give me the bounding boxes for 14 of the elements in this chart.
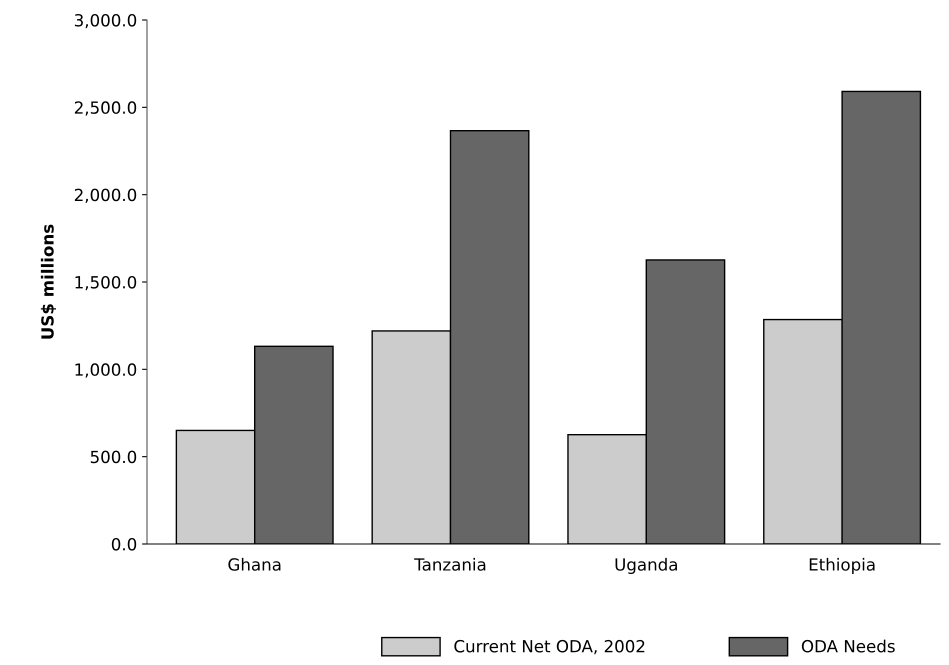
y-tick-label: 1,500.0: [75, 276, 136, 290]
y-tick-label: 500.0: [90, 450, 136, 464]
legend-label: Current Net ODA, 2002: [454, 640, 644, 654]
x-tick-label: Ghana: [228, 558, 280, 571]
y-tick-label: 3,000.0: [74, 14, 136, 28]
y-tick-label: 2,000.0: [74, 188, 136, 203]
legend-label: ODA Needs: [802, 640, 895, 653]
x-tick-label: Tanzania: [414, 558, 486, 571]
y-tick-label: 0.0: [112, 538, 136, 551]
y-tick-label: 2,500.0: [74, 101, 136, 116]
x-tick-label: Ethiopia: [810, 558, 875, 574]
y-tick-label: 1,000.0: [75, 363, 136, 378]
y-axis-title: US$ millions: [40, 224, 56, 339]
x-tick-label: Uganda: [616, 558, 677, 574]
